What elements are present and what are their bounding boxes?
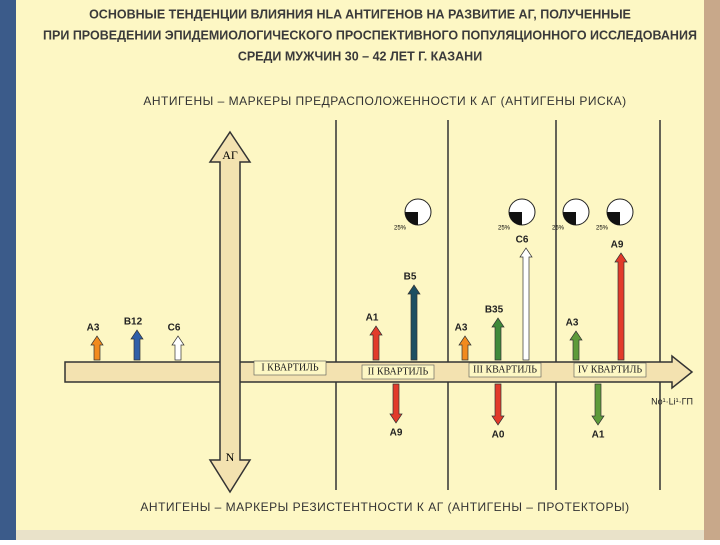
quartile-box	[361, 364, 435, 380]
title-line: ОСНОВНЫЕ ТЕНДЕНЦИИ ВЛИЯНИЯ HLA АНТИГЕНОВ…	[89, 7, 631, 21]
antigen-label: A3	[566, 318, 579, 329]
antigen-label: A9	[611, 240, 624, 251]
antigen-arrow	[407, 284, 421, 361]
markers: I КВАРТИЛЬ II КВАРТИЛЬ III КВАРТИЛЬ IV КВАР…	[87, 198, 647, 441]
antigen-label: A9	[390, 428, 403, 439]
antigen-arrow	[491, 383, 505, 426]
risk-caption: АНТИГЕНЫ – МАРКЕРЫ ПРЕДРАСПОЛОЖЕННОСТИ К…	[143, 94, 626, 108]
panel	[16, 0, 704, 530]
antigen-arrow	[491, 317, 505, 361]
antigen-arrow	[171, 335, 185, 361]
antigen-arrow	[369, 325, 383, 361]
pie-label: 25%	[596, 226, 609, 232]
antigen-arrow	[614, 252, 628, 361]
quartile-label: III КВАРТИЛЬ	[473, 364, 537, 375]
pie-label: 25%	[394, 226, 407, 232]
quartile-box	[573, 362, 647, 378]
antigen-label: B12	[124, 317, 143, 328]
pie-label: 25%	[498, 226, 511, 232]
antigen-arrow	[569, 330, 583, 361]
up-label: АГ	[222, 148, 238, 162]
quartile-label: I КВАРТИЛЬ	[261, 362, 319, 373]
quartile-box	[253, 360, 327, 376]
antigen-label: A3	[455, 323, 468, 334]
title-line: ПРИ ПРОВЕДЕНИИ ЭПИДЕМИОЛОГИЧЕСКОГО ПРОСП…	[43, 28, 697, 42]
left-strip	[0, 0, 16, 540]
antigen-arrow	[519, 247, 533, 361]
pie-wedge	[607, 212, 620, 225]
antigen-label: A0	[492, 430, 505, 441]
antigen-label: A1	[592, 430, 605, 441]
antigen-label: A1	[366, 313, 379, 324]
antigen-label: C6	[516, 235, 529, 246]
quartile-label: II КВАРТИЛЬ	[368, 366, 429, 377]
antigen-label: C6	[168, 323, 181, 334]
antigen-label: A3	[87, 323, 100, 334]
antigen-arrow	[389, 383, 403, 424]
antigen-arrow	[90, 335, 104, 361]
right-strip	[704, 0, 720, 540]
pie-wedge	[405, 212, 418, 225]
title-line: СРЕДИ МУЖЧИН 30 – 42 ЛЕТ Г. КАЗАНИ	[238, 49, 482, 63]
antigen-arrow	[458, 335, 472, 361]
pie-wedge	[509, 212, 522, 225]
antigen-arrow	[591, 383, 605, 426]
pie-label: 25%	[552, 226, 565, 232]
antigen-label: B35	[485, 305, 504, 316]
quartile-label: IV КВАРТИЛЬ	[578, 364, 643, 375]
pie-wedge	[563, 212, 576, 225]
dividers	[335, 120, 661, 490]
protector-caption: АНТИГЕНЫ – МАРКЕРЫ РЕЗИСТЕНТНОСТИ К АГ (…	[140, 500, 629, 514]
vertical-axis-arrow	[208, 130, 252, 494]
axis-right-label: No¹·Li¹·ГП	[651, 396, 693, 406]
down-label: N	[226, 450, 235, 464]
quartile-box	[468, 362, 542, 378]
antigen-arrow	[130, 329, 144, 361]
antigen-label: B5	[404, 272, 417, 283]
